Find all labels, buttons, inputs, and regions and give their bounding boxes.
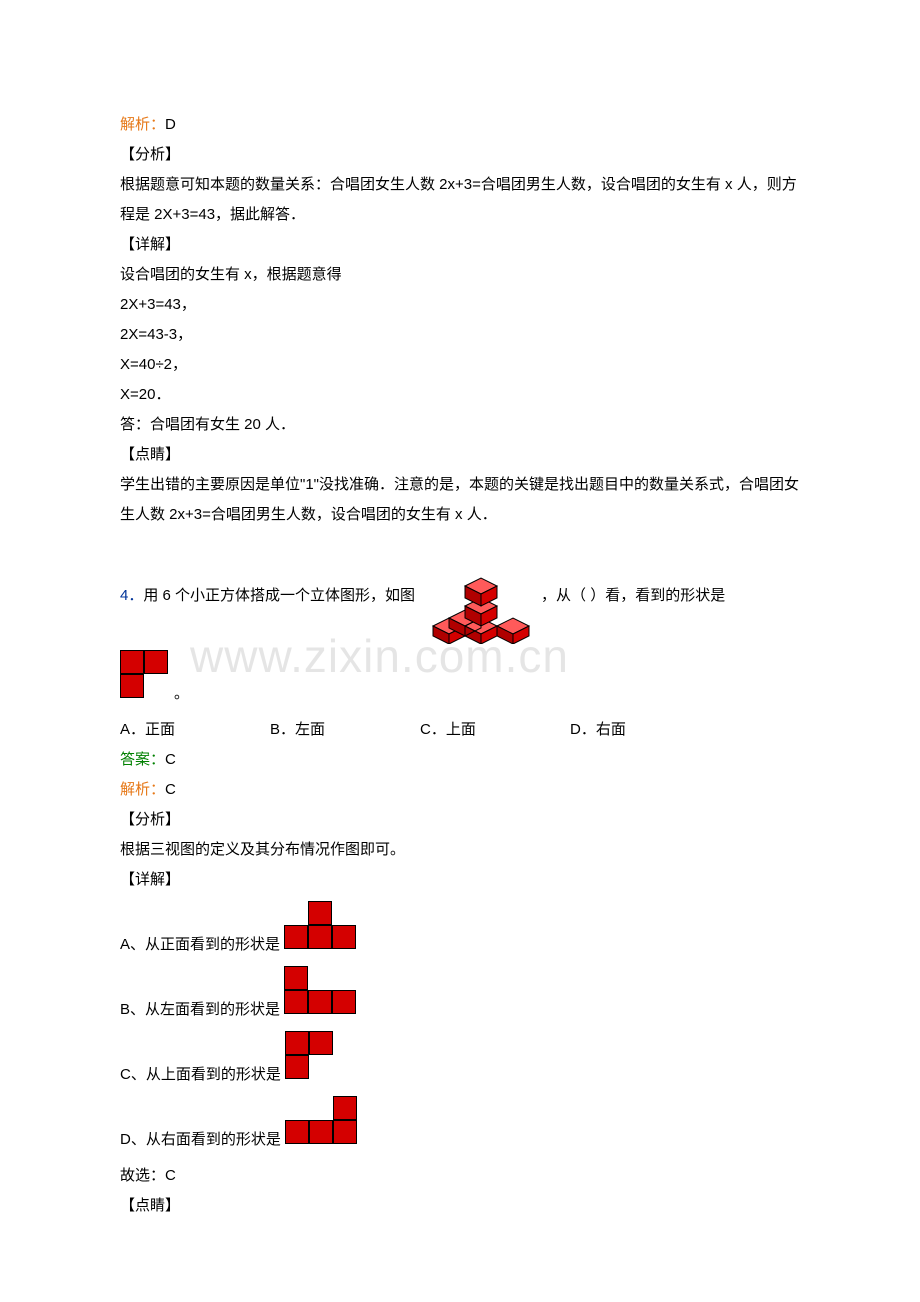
step3: X=40÷2， <box>120 350 800 380</box>
analysis-text-1: 根据题意可知本题的数量关系：合唱团女生人数 2x+3=合唱团男生人数，设合唱团的… <box>120 170 800 230</box>
q4-view-c-shape <box>285 1031 333 1090</box>
q4-analysis-text: 根据三视图的定义及其分布情况作图即可。 <box>120 835 800 865</box>
step2: 2X=43-3， <box>120 320 800 350</box>
q4-view-b-label: B、从左面看到的形状是 <box>120 995 280 1025</box>
q4-option-a: A．正面 <box>120 715 270 745</box>
q4-jiexi-value: C <box>165 781 176 798</box>
q4-view-b-shape <box>284 966 356 1025</box>
dianjing-label: 【点睛】 <box>120 440 800 470</box>
q4-number: 4． <box>120 587 143 604</box>
q4-stem-before: 用 6 个小正方体搭成一个立体图形，如图 <box>143 587 415 604</box>
q4-view-d-label: D、从右面看到的形状是 <box>120 1125 281 1155</box>
q4-stem-row: 4．用 6 个小正方体搭成一个立体图形，如图 <box>120 548 800 644</box>
q4-analysis-label: 【分析】 <box>120 805 800 835</box>
q4-jiexi-line: 解析：C <box>120 775 800 805</box>
q4-detail-label: 【详解】 <box>120 865 800 895</box>
q4-option-d: D．右面 <box>570 715 720 745</box>
answer-line: 答：合唱团有女生 20 人． <box>120 410 800 440</box>
q4-number-and-before: 4．用 6 个小正方体搭成一个立体图形，如图 <box>120 581 415 611</box>
q4-target-shape <box>120 650 168 709</box>
q4-view-c-row: C、从上面看到的形状是 <box>120 1031 800 1090</box>
q4-view-d-shape <box>285 1096 357 1155</box>
q4-answer-line: 答案：C <box>120 745 800 775</box>
q4-view-a-shape <box>284 901 356 960</box>
q4-answer-label: 答案： <box>120 751 165 768</box>
q4-options: A．正面 B．左面 C．上面 D．右面 <box>120 715 800 745</box>
q4-period: 。 <box>174 679 189 709</box>
q4-jiexi-label: 解析： <box>120 781 165 798</box>
jiexi-value: D <box>165 116 176 133</box>
q4-dianjing-label: 【点睛】 <box>120 1191 800 1221</box>
q4-view-d-row: D、从右面看到的形状是 <box>120 1096 800 1155</box>
q4-view-c-label: C、从上面看到的形状是 <box>120 1060 281 1090</box>
q4-conclusion: 故选：C <box>120 1161 800 1191</box>
q4-option-c: C．上面 <box>420 715 570 745</box>
q4-option-b: B．左面 <box>270 715 420 745</box>
q4-target-shape-row: 。 <box>120 650 800 709</box>
q4-view-a-label: A、从正面看到的形状是 <box>120 930 280 960</box>
step-intro: 设合唱团的女生有 x，根据题意得 <box>120 260 800 290</box>
jiexi-line: 解析：D <box>120 110 800 140</box>
q4-stem-after: ，从（ ）看，看到的形状是 <box>541 581 725 611</box>
q4-view-b-row: B、从左面看到的形状是 <box>120 966 800 1025</box>
detail-label: 【详解】 <box>120 230 800 260</box>
jiexi-label: 解析： <box>120 116 165 133</box>
analysis-label: 【分析】 <box>120 140 800 170</box>
q4-view-a-row: A、从正面看到的形状是 <box>120 901 800 960</box>
step4: X=20． <box>120 380 800 410</box>
dianjing-text: 学生出错的主要原因是单位"1"没找准确．注意的是，本题的关键是找出题目中的数量关… <box>120 470 800 530</box>
cube-figure-icon <box>423 548 533 644</box>
step1: 2X+3=43， <box>120 290 800 320</box>
q4-answer-value: C <box>165 751 176 768</box>
